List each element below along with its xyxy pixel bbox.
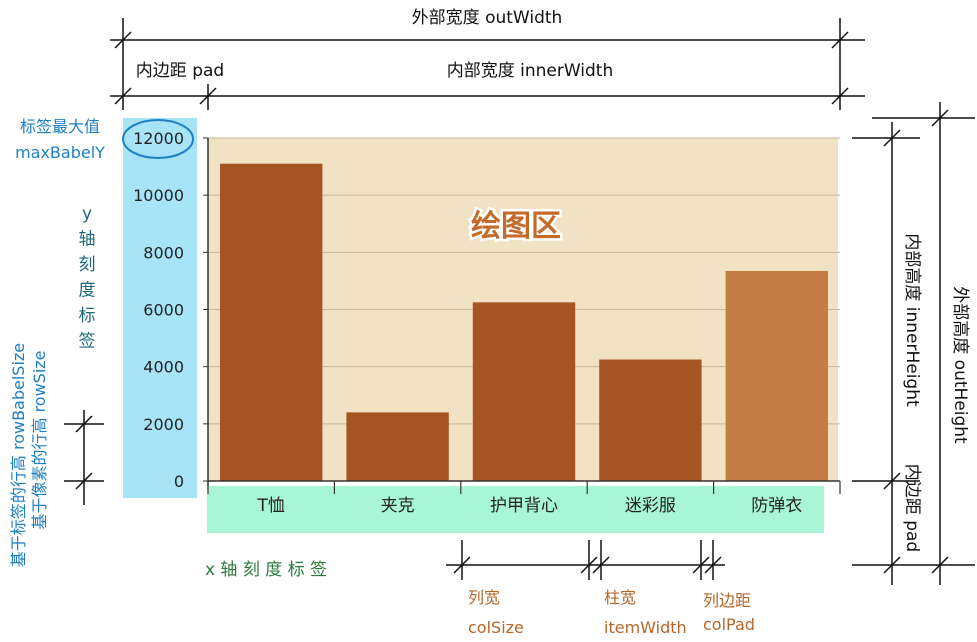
y-axis-caption-char: 度 bbox=[79, 281, 96, 301]
x-axis-caption: x 轴 刻 度 标 签 bbox=[205, 560, 327, 580]
col-pad-en: colPad bbox=[703, 615, 755, 634]
bar bbox=[599, 359, 702, 481]
bars bbox=[220, 163, 828, 481]
col-size-en: colSize bbox=[468, 618, 524, 637]
x-tick-labels: T恤 夹克 护甲背心 迷彩服 防弹衣 bbox=[207, 481, 841, 516]
max-label-ellipse bbox=[122, 119, 194, 159]
inner-width-label: 内部宽度 innerWidth bbox=[447, 61, 614, 81]
plot-area-title: 绘图区 bbox=[471, 209, 561, 244]
pad-bottom-label: 内边距 pad bbox=[902, 464, 922, 552]
y-tick-label: 6000 bbox=[143, 301, 184, 320]
x-tick-label: 护甲背心 bbox=[490, 496, 558, 516]
bar bbox=[472, 302, 576, 481]
max-label-en: maxBabelY bbox=[15, 143, 105, 162]
x-tick-label: 夹克 bbox=[381, 496, 415, 516]
right-dimension-lines bbox=[852, 102, 975, 585]
row-size-dimension-lines bbox=[64, 410, 104, 505]
bar bbox=[346, 412, 449, 481]
y-label-band bbox=[123, 118, 197, 498]
pad-left-label: 内边距 pad bbox=[136, 61, 224, 81]
inner-height-label: 内部高度 innerHeight bbox=[902, 233, 922, 407]
y-tick-label: 10000 bbox=[133, 186, 184, 205]
col-size-cn: 列宽 bbox=[468, 588, 500, 607]
bar bbox=[220, 163, 323, 481]
x-tick-label: 迷彩服 bbox=[625, 496, 676, 516]
y-axis-caption-char: 签 bbox=[79, 332, 96, 352]
outer-width-label: 外部宽度 outWidth bbox=[412, 8, 563, 28]
y-tick-label: 12000 bbox=[133, 129, 184, 148]
y-axis-caption-char: 轴 bbox=[79, 230, 96, 250]
row-size-label: 基于像素的行高 rowSize bbox=[30, 350, 49, 529]
y-tick-label: 4000 bbox=[143, 358, 184, 377]
x-label-band bbox=[207, 486, 824, 533]
column-dimension-lines bbox=[446, 540, 725, 580]
item-width-en: itemWidth bbox=[604, 618, 687, 637]
y-tick-label: 8000 bbox=[143, 243, 184, 262]
row-babel-size-label: 基于标签的行高 rowBabelSize bbox=[9, 343, 28, 567]
outer-height-label: 外部高度 outHeight bbox=[950, 286, 970, 444]
x-tick-label: 防弹衣 bbox=[751, 496, 802, 516]
y-axis-caption-char: 标 bbox=[79, 306, 96, 326]
y-axis-caption-char: y bbox=[82, 204, 92, 224]
y-tick-label: 0 bbox=[174, 472, 184, 491]
max-label-cn: 标签最大值 bbox=[20, 117, 100, 136]
bar bbox=[725, 270, 828, 481]
x-tick-label: T恤 bbox=[257, 496, 285, 516]
item-width-cn: 柱宽 bbox=[604, 588, 636, 607]
col-pad-cn: 列边距 bbox=[703, 591, 751, 610]
y-tick-labels: 0 2000 4000 6000 8000 10000 12000 bbox=[133, 129, 208, 491]
y-axis-caption-char: 刻 bbox=[79, 255, 96, 275]
y-tick-label: 2000 bbox=[143, 415, 184, 434]
top-dimension-lines bbox=[110, 18, 865, 110]
